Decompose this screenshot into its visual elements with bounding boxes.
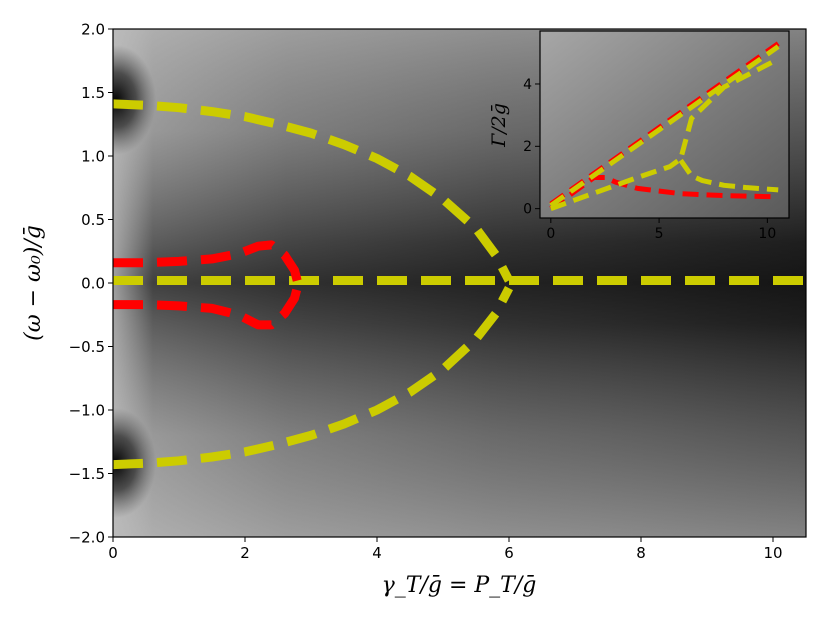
y-tick-label: −1.0 [69, 401, 105, 419]
x-tick-label: 5 [655, 226, 664, 242]
inset-y-axis: 0 2 4 [523, 77, 540, 218]
x-tick-label: 4 [372, 544, 382, 562]
x-tick-label: 0 [108, 544, 118, 562]
yellow-series-1 [113, 286, 513, 470]
yellow-series-2 [549, 44, 780, 208]
inset-y-axis-label: Γ/2ḡ [488, 103, 510, 148]
main-y-axis: −2.0 −1.5 −1.0 −0.5 0.0 0.5 1.0 1.5 2.0 [69, 20, 113, 546]
y-tick-label: 2.0 [81, 20, 105, 38]
x-tick-label: 10 [758, 226, 776, 242]
red-series-4 [113, 284, 303, 330]
y-tick-label: 1.5 [81, 84, 105, 102]
y-tick-label: 4 [523, 77, 532, 93]
y-tick-label: 0.5 [81, 211, 105, 229]
main-y-axis-label: (ω − ω₀)/ḡ [21, 225, 46, 341]
x-tick-label: 8 [636, 544, 646, 562]
y-tick-label: 2 [523, 139, 532, 155]
y-tick-label: 0.0 [81, 274, 105, 292]
inset-x-axis: 0 5 10 [546, 218, 776, 242]
main-series-group [113, 99, 806, 470]
x-tick-label: 10 [763, 544, 782, 562]
yellow-series-4 [678, 158, 779, 193]
inset-series-group [549, 41, 780, 212]
x-tick-label: 0 [546, 226, 555, 242]
main-x-axis-label: γ_T/ḡ = P_T/ḡ [382, 573, 537, 598]
x-tick-label: 2 [240, 544, 250, 562]
main-x-axis: 0 2 4 6 8 10 [108, 537, 783, 562]
inset-plot-frame [539, 30, 790, 219]
y-tick-label: −0.5 [69, 338, 105, 356]
red-series-3 [113, 240, 303, 285]
y-tick-label: −2.0 [69, 528, 105, 546]
y-tick-label: 0 [523, 202, 532, 218]
red-series-0 [549, 41, 780, 207]
yellow-series-0 [113, 99, 513, 283]
x-tick-label: 6 [504, 544, 514, 562]
yellow-series-3 [549, 56, 780, 212]
y-tick-label: 1.0 [81, 147, 105, 165]
y-tick-label: −1.5 [69, 465, 105, 483]
inset-panel: 0 5 10 0 2 4 Γ/2ḡ [488, 30, 790, 242]
